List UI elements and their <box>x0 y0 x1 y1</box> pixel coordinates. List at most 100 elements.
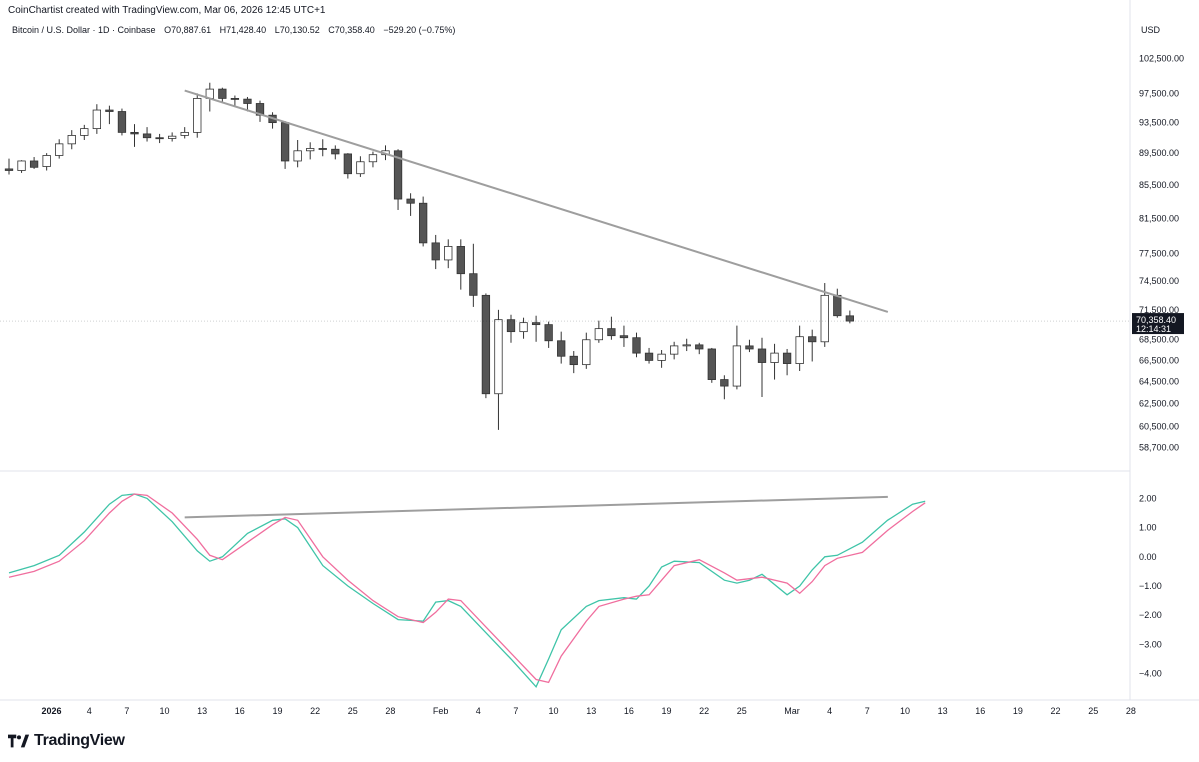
candle <box>531 315 541 342</box>
candle-body <box>105 109 114 112</box>
candle <box>368 151 378 168</box>
open-value: O70,887.61 <box>164 25 212 35</box>
candle-body <box>607 328 616 337</box>
time-tick-label: 10 <box>159 706 169 716</box>
candle <box>757 337 767 398</box>
candle <box>318 139 327 157</box>
candle-body <box>531 322 541 326</box>
candle-body <box>318 148 327 150</box>
candle <box>142 127 152 142</box>
price-badge-bg <box>1132 313 1184 335</box>
oscillator-trendline <box>184 495 888 519</box>
candle <box>343 153 353 179</box>
candle-body <box>167 135 177 139</box>
price-tick-label: 74,500.00 <box>1139 276 1179 286</box>
candle-body <box>519 322 528 333</box>
candle-body <box>280 122 290 162</box>
oscillator-tick-label: 0.00 <box>1139 552 1157 562</box>
candle <box>795 325 804 371</box>
candle-body <box>431 242 440 261</box>
symbol-label[interactable]: Bitcoin / U.S. Dollar · 1D · Coinbase <box>12 25 156 35</box>
candle <box>682 338 691 352</box>
candle-body <box>356 161 365 175</box>
candle-body <box>594 328 603 341</box>
candle-body <box>845 315 854 322</box>
candle <box>255 100 265 122</box>
candle <box>280 121 290 169</box>
candle-body <box>644 352 654 361</box>
candle-body <box>745 345 754 350</box>
price-tick-label: 102,500.00 <box>1139 53 1184 63</box>
tradingview-logo-icon <box>8 734 30 748</box>
time-tick-label: 16 <box>235 706 245 716</box>
candle <box>644 347 654 364</box>
time-tick-label: 19 <box>661 706 671 716</box>
candle <box>820 283 829 347</box>
candle-body <box>393 150 403 200</box>
time-axis[interactable]: 2026 4 7 10 13 16 19 22 25 28 Feb 4 7 10 13 16 19 22 25 Mar… <box>0 699 1199 716</box>
candle <box>42 153 51 171</box>
candle-body <box>782 352 792 364</box>
candle <box>469 243 478 307</box>
time-tick-label: 28 <box>385 706 395 716</box>
candle <box>92 104 101 134</box>
candle-body <box>808 336 817 343</box>
price-tick-label: 58,700.00 <box>1139 442 1179 452</box>
candle-body <box>657 353 666 361</box>
candle-body <box>368 154 378 163</box>
candle-body <box>117 111 127 133</box>
candle-body <box>142 133 152 139</box>
candle <box>331 145 340 160</box>
currency-label[interactable]: USD <box>1141 25 1161 35</box>
candle <box>130 124 139 147</box>
candle <box>55 139 64 159</box>
candle-body <box>469 273 478 296</box>
price-tick-label: 89,500.00 <box>1139 148 1179 158</box>
price-tick-label: 66,500.00 <box>1139 355 1179 365</box>
oscillator-pane[interactable] <box>8 493 926 688</box>
candle <box>619 325 629 347</box>
oscillator-tick-label: −2.00 <box>1139 610 1162 620</box>
candle <box>707 347 716 383</box>
time-tick-label: 25 <box>737 706 747 716</box>
candle <box>193 93 202 138</box>
price-badge-countdown: 12:14:31 <box>1136 324 1171 334</box>
time-tick-label: 4 <box>827 706 832 716</box>
change-value: −529.20 (−0.75%) <box>383 25 456 35</box>
candle <box>808 329 817 362</box>
candle-body <box>130 131 139 135</box>
candle-body <box>632 337 641 354</box>
candle-body <box>732 345 742 387</box>
candle <box>519 317 528 339</box>
candle-body <box>582 339 591 366</box>
candle <box>230 95 240 107</box>
time-tick-label: 22 <box>310 706 320 716</box>
candle <box>833 288 842 318</box>
candle-body <box>55 143 64 156</box>
price-pane[interactable] <box>0 82 1130 472</box>
ohlc-legend: Bitcoin / U.S. Dollar · 1D · Coinbase O7… <box>12 25 461 35</box>
candle-body <box>707 348 716 380</box>
price-tick-label: 81,500.00 <box>1139 213 1179 223</box>
time-tick-label: 25 <box>348 706 358 716</box>
time-tick-label: 28 <box>1126 706 1136 716</box>
price-axis[interactable]: 102,500.00 97,500.00 93,500.00 89,500.00 85,… <box>1129 0 1184 700</box>
candle <box>306 142 315 160</box>
price-trendline <box>184 89 889 313</box>
time-tick-label: 7 <box>124 706 129 716</box>
candle <box>67 130 76 150</box>
candle-body <box>720 379 729 387</box>
candle <box>356 156 365 177</box>
candle <box>494 309 503 430</box>
tradingview-watermark: TradingView <box>8 732 125 750</box>
candle-body <box>418 202 428 244</box>
price-tick-label: 97,500.00 <box>1139 88 1179 98</box>
time-tick-label: 10 <box>900 706 910 716</box>
oscillator-axis[interactable]: 2.00 1.00 0.00 −1.00 −2.00 −3.00 −4.00 <box>1139 493 1162 678</box>
candle <box>770 343 779 380</box>
candle-body <box>92 109 101 130</box>
time-tick-label: 13 <box>586 706 596 716</box>
time-tick-label: 7 <box>513 706 518 716</box>
candle <box>393 149 403 210</box>
